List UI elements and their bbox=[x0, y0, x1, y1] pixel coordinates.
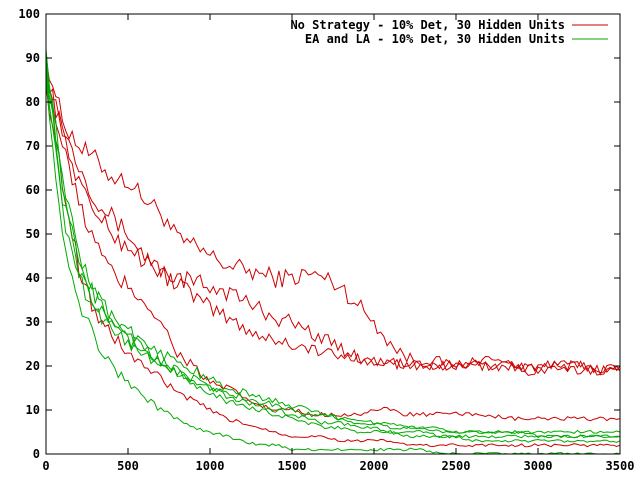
series-line bbox=[45, 84, 621, 448]
series-line bbox=[45, 66, 621, 376]
series-line bbox=[45, 57, 621, 376]
x-tick-label: 3000 bbox=[524, 459, 553, 473]
x-tick-label: 1000 bbox=[196, 459, 225, 473]
series-line bbox=[45, 49, 621, 435]
series-line bbox=[45, 66, 621, 443]
y-tick-label: 10 bbox=[26, 403, 40, 417]
series-line bbox=[45, 75, 621, 455]
y-tick-label: 0 bbox=[33, 447, 40, 461]
y-tick-label: 20 bbox=[26, 359, 40, 373]
series-line bbox=[45, 79, 621, 422]
legend-label: EA and LA - 10% Det, 30 Hidden Units bbox=[305, 32, 565, 46]
legend-label: No Strategy - 10% Det, 30 Hidden Units bbox=[290, 18, 565, 32]
y-tick-label: 70 bbox=[26, 139, 40, 153]
x-tick-label: 1500 bbox=[278, 459, 307, 473]
series-line bbox=[45, 57, 621, 439]
y-tick-label: 100 bbox=[18, 7, 40, 21]
series-line bbox=[45, 71, 621, 376]
y-tick-label: 90 bbox=[26, 51, 40, 65]
y-tick-label: 60 bbox=[26, 183, 40, 197]
series-layer bbox=[45, 49, 621, 455]
x-tick-label: 2500 bbox=[442, 459, 471, 473]
x-tick-label: 0 bbox=[42, 459, 49, 473]
legend: No Strategy - 10% Det, 30 Hidden UnitsEA… bbox=[290, 18, 608, 46]
x-tick-label: 500 bbox=[117, 459, 139, 473]
y-tick-label: 50 bbox=[26, 227, 40, 241]
y-tick-label: 30 bbox=[26, 315, 40, 329]
x-tick-label: 2000 bbox=[360, 459, 389, 473]
series-line bbox=[45, 53, 621, 439]
plot-frame bbox=[45, 13, 621, 455]
x-tick-label: 3500 bbox=[606, 459, 635, 473]
y-tick-label: 80 bbox=[26, 95, 40, 109]
y-tick-label: 40 bbox=[26, 271, 40, 285]
